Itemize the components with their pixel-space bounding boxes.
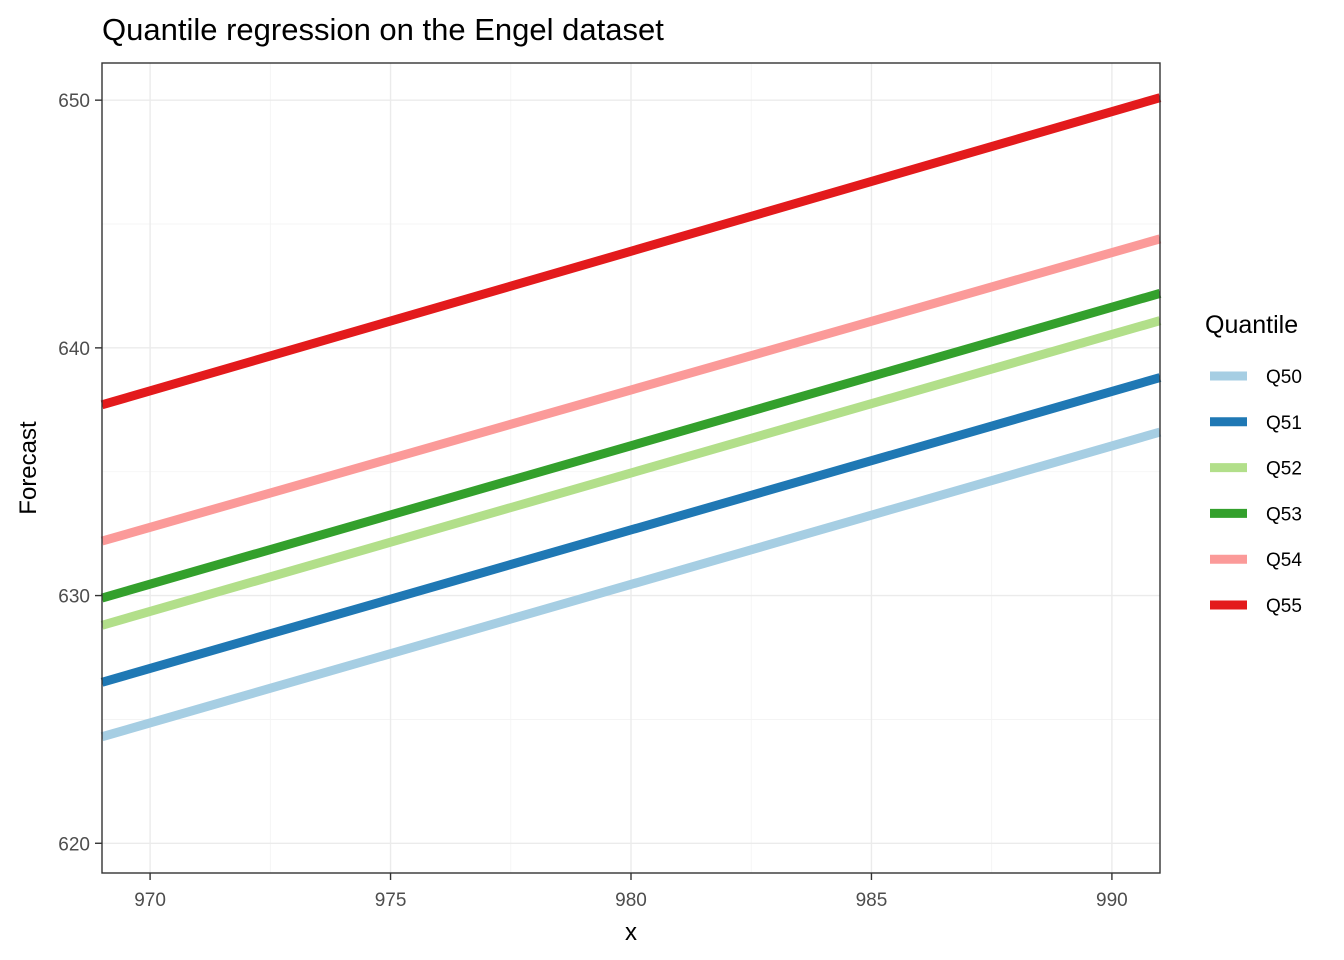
x-tick-label: 980 [615,890,647,911]
x-tick-label: 990 [1096,890,1128,911]
x-tick-label: 985 [856,890,888,911]
series-line-q50 [100,427,1162,742]
legend: Quantile Q50 Q51 Q52 Q53 Q54 Q55 [1205,311,1302,617]
series-line-q53 [100,289,1162,603]
series-line-q55 [100,93,1162,410]
major-gridlines [102,63,1160,873]
x-tick-label: 975 [375,890,407,911]
y-tick-label: 650 [58,91,90,112]
y-tick-label: 620 [58,834,90,855]
legend-label-q51: Q51 [1266,413,1302,434]
x-axis-title: x [625,919,637,946]
legend-title: Quantile [1205,311,1298,339]
legend-label-q54: Q54 [1266,550,1302,571]
x-axis: 970 975 980 985 990 [134,873,1128,911]
series-line-q51 [100,373,1162,687]
y-axis: 620 630 640 650 [58,91,102,855]
chart-title: Quantile regression on the Engel dataset [102,12,664,47]
legend-label-q50: Q50 [1266,367,1302,388]
legend-label-q52: Q52 [1266,459,1302,480]
series-line-q54 [100,234,1162,546]
y-axis-title: Forecast [15,421,42,515]
y-tick-label: 640 [58,339,90,360]
series-lines [100,93,1162,742]
series-line-q52 [100,316,1162,630]
x-tick-label: 970 [134,890,166,911]
y-tick-label: 630 [58,587,90,608]
legend-label-q53: Q53 [1266,504,1302,525]
legend-label-q55: Q55 [1266,596,1302,617]
